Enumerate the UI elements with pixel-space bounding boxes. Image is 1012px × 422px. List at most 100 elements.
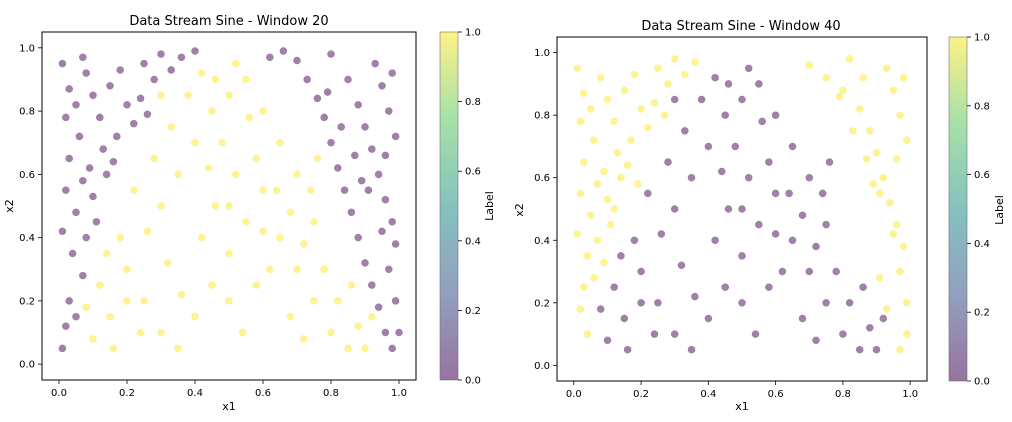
scatter-point-label-0 <box>58 227 67 236</box>
scatter-point-label-1 <box>586 211 595 220</box>
scatter-point-label-1 <box>89 335 97 343</box>
scatter-point-label-1 <box>580 158 588 166</box>
y-tick-label: 0.2 <box>19 296 35 307</box>
scatter-point-label-1 <box>691 58 699 66</box>
scatter-point-label-1 <box>859 73 867 82</box>
colorbar-tick-label: 0.8 <box>974 101 990 112</box>
scatter-point-label-1 <box>163 259 172 267</box>
scatter-point-label-0 <box>872 345 881 354</box>
scatter-point-label-0 <box>677 261 686 270</box>
scatter-point-label-0 <box>85 164 94 172</box>
scatter-point-label-0 <box>167 66 176 74</box>
scatter-point-label-0 <box>822 220 830 229</box>
scatter-point-label-1 <box>865 126 874 135</box>
scatter-point-label-0 <box>704 314 713 323</box>
scatter-point-label-1 <box>896 345 904 354</box>
scatter-point-label-1 <box>225 91 233 100</box>
scatter-point-label-0 <box>344 75 352 84</box>
scatter-point-label-0 <box>72 312 80 321</box>
scatter-point-label-1 <box>344 344 352 353</box>
scatter-point-label-0 <box>859 283 867 292</box>
scatter-point-label-0 <box>323 88 332 96</box>
scatter-point-label-1 <box>839 86 847 95</box>
plot-area <box>58 47 403 353</box>
scatter-point-label-0 <box>825 158 834 166</box>
scatter-point-label-1 <box>643 123 652 132</box>
scatter-point-label-0 <box>374 303 383 312</box>
scatter-point-label-1 <box>272 186 281 195</box>
scatter-point-label-0 <box>630 236 639 245</box>
scatter-point-label-0 <box>116 66 125 74</box>
x-axis-label: x1 <box>735 400 749 413</box>
scatter-point-label-1 <box>896 267 904 276</box>
colorbar: 0.0 0.2 0.4 0.6 0.8 1.0 Label <box>948 33 1006 388</box>
scatter-point-label-1 <box>892 155 901 163</box>
scatter-point-label-1 <box>299 240 308 248</box>
scatter-point-label-1 <box>623 161 632 170</box>
scatter-point-label-0 <box>354 233 363 242</box>
scatter-point-label-1 <box>286 208 295 217</box>
scatter-point-label-1 <box>845 55 854 63</box>
scatter-point-label-1 <box>208 107 216 115</box>
scatter-point-label-0 <box>371 59 380 68</box>
scatter-point-label-0 <box>855 345 864 354</box>
scatter-point-label-1 <box>95 281 104 289</box>
scatter-point-label-0 <box>778 267 787 276</box>
scatter-point-label-1 <box>670 55 679 63</box>
scatter-point-label-0 <box>65 297 74 305</box>
y-tick-label: 0.8 <box>19 107 35 118</box>
scatter-point-label-0 <box>664 158 672 166</box>
scatter-point-label-1 <box>633 180 642 188</box>
scatter-point-label-0 <box>738 205 746 213</box>
scatter-point-label-1 <box>600 167 608 176</box>
y-tick-label: 1.0 <box>19 43 35 54</box>
scatter-point-label-1 <box>252 154 261 163</box>
scatter-point-label-0 <box>785 189 793 198</box>
x-tick-label: 0.0 <box>51 388 67 399</box>
scatter-point-label-1 <box>855 105 864 113</box>
scatter-point-label-0 <box>109 157 118 166</box>
scatter-point-label-0 <box>61 186 70 195</box>
scatter-point-label-0 <box>388 217 397 226</box>
scatter-point-label-0 <box>388 344 397 353</box>
scatter-point-label-0 <box>391 132 400 141</box>
scatter-point-label-0 <box>157 50 165 58</box>
scatter-point-label-0 <box>340 186 349 195</box>
scatter-point-label-0 <box>381 151 390 160</box>
scatter-point-label-0 <box>754 220 763 229</box>
scatter-point-label-1 <box>242 217 250 226</box>
scatter-point-label-0 <box>78 271 87 280</box>
scatter-point-label-0 <box>744 173 753 182</box>
scatter-point-label-1 <box>590 273 598 282</box>
scatter-point-label-1 <box>603 95 612 104</box>
scatter-point-label-1 <box>293 170 301 179</box>
scatter-point-label-0 <box>771 189 780 198</box>
scatter-point-label-1 <box>600 258 608 267</box>
scatter-point-label-1 <box>106 312 114 321</box>
x-tick-label: 1.0 <box>391 388 407 399</box>
scatter-point-label-1 <box>310 217 318 226</box>
scatter-point-label-0 <box>738 298 746 307</box>
scatter-point-label-0 <box>293 56 301 65</box>
scatter-point-label-1 <box>637 105 645 113</box>
scatter-point-label-1 <box>150 154 159 163</box>
scatter-point-label-0 <box>751 330 760 338</box>
scatter-point-label-0 <box>95 113 104 122</box>
scatter-point-label-1 <box>252 281 261 289</box>
scatter-point-label-1 <box>136 328 145 337</box>
scatter-point-label-0 <box>620 314 629 323</box>
scatter-point-label-0 <box>643 189 652 198</box>
scatter-point-label-0 <box>89 192 97 201</box>
scatter-point-label-1 <box>174 170 182 179</box>
scatter-point-label-1 <box>886 198 894 207</box>
scatter-point-label-1 <box>835 92 844 101</box>
y-axis: 0.0 0.2 0.4 0.6 0.8 1.0 <box>534 48 557 372</box>
x-tick-label: 0.0 <box>566 389 582 400</box>
scatter-point-label-1 <box>583 252 592 260</box>
scatter-point-label-0 <box>617 252 625 260</box>
scatter-point-label-0 <box>333 164 342 172</box>
y-tick-label: 0.6 <box>534 173 550 184</box>
scatter-point-label-0 <box>78 53 87 62</box>
colorbar-label: Label <box>483 191 496 221</box>
